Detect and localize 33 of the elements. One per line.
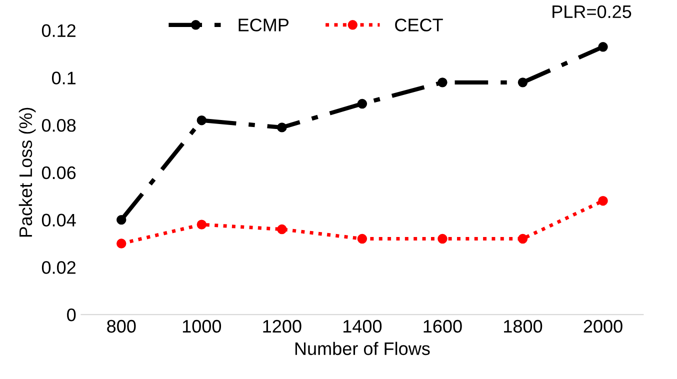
point [518,234,528,244]
text: PLR=0.25 [552,5,632,18]
x-axis-title: Number of Flows [295,342,430,356]
x-tick-label: 1600 [424,320,462,333]
y-tick-label: 0.08 [42,119,76,132]
x-tick-label: 800 [107,320,136,333]
point [357,98,368,109]
point [116,238,126,248]
point [277,224,287,234]
y-tick-label: 0.12 [42,24,76,38]
x-tick-label: 1400 [343,320,382,333]
x-tick-label: 1200 [263,320,302,333]
y-tick-label: 0.06 [42,166,76,180]
point [518,78,528,88]
y-tick-label: 0.04 [42,214,76,227]
point [598,196,608,206]
y-axis-title: Packet Loss (%) [18,108,36,237]
x-tick-label: 1800 [504,320,542,333]
x-tick-label: 2000 [584,320,622,333]
point [438,78,448,88]
point [598,42,608,52]
point [438,234,448,244]
legend-label: ECMP [238,18,288,32]
y-tick-label: 0 [67,308,76,322]
point [196,220,207,230]
y-tick-label: 0.1 [52,72,76,84]
point [357,234,368,244]
x-tick-label: 1000 [182,320,222,333]
point [116,214,126,225]
y-tick-label: 0.02 [42,261,76,274]
legend-label: CECT [395,18,443,32]
point [277,122,287,132]
point [196,115,207,126]
